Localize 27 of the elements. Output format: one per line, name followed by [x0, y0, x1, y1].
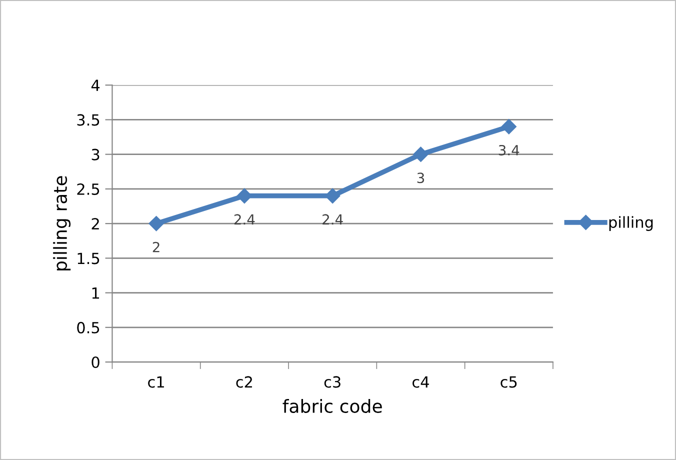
x-tick-label: c1 [148, 376, 164, 388]
x-tick-label: c5 [500, 376, 517, 388]
point [501, 119, 516, 134]
point [148, 216, 164, 232]
y-tick-label: 1.5 [78, 252, 100, 264]
point [413, 146, 428, 162]
data-label: 2 [152, 242, 160, 252]
y-tick-label: 0 [92, 356, 100, 368]
y-tick-label: 4 [91, 80, 100, 91]
x-axis-title: fabric code [282, 399, 382, 414]
y-tick-label: 2 [92, 218, 99, 230]
data-label: 2.4 [322, 214, 343, 224]
x-tick-label: c2 [236, 376, 252, 388]
y-tick-label: 1 [92, 287, 99, 299]
y-tick-label: 2.5 [77, 183, 100, 195]
y-axis-title: pilling rate [53, 176, 71, 270]
x-tick-label: c4 [412, 376, 429, 388]
y-tick-label: 3 [92, 148, 100, 160]
data-label: 3 [417, 172, 424, 184]
y-tick-label: 0.5 [77, 322, 100, 334]
data-label: 2.4 [234, 214, 255, 224]
legend-label: pilling [609, 216, 653, 231]
x-tick-label: c3 [324, 376, 340, 388]
point [236, 188, 252, 204]
point [325, 188, 340, 204]
data-label: 3.4 [498, 144, 520, 156]
y-tick-label: 3.5 [77, 114, 100, 126]
